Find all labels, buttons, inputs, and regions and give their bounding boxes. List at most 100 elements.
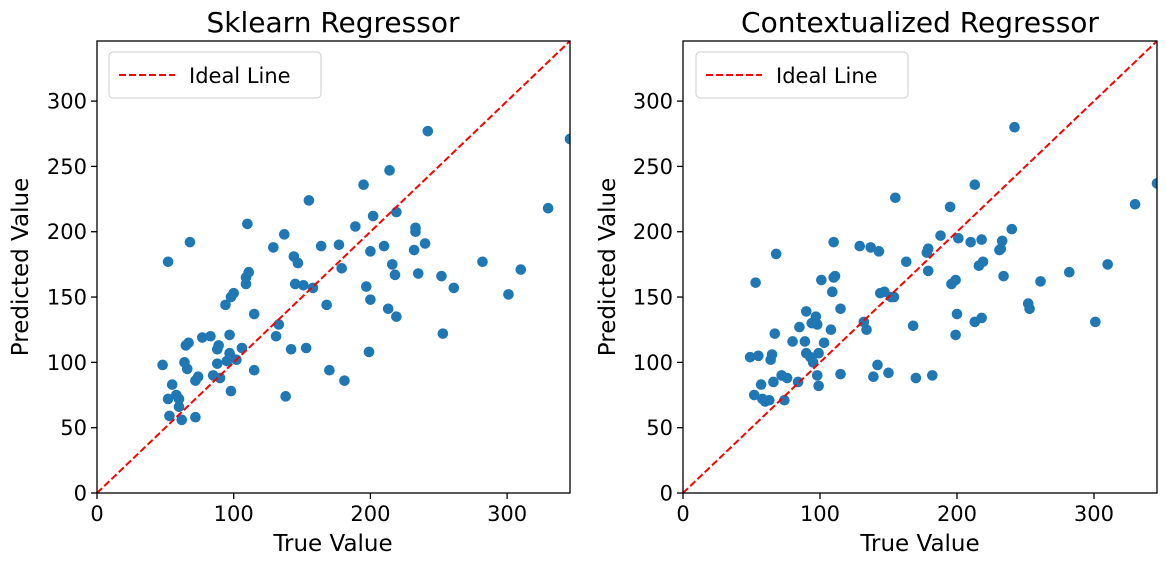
data-point bbox=[228, 287, 240, 299]
data-point bbox=[781, 372, 793, 384]
data-point bbox=[419, 238, 431, 249]
data-point bbox=[361, 281, 372, 292]
data-point bbox=[303, 195, 315, 206]
data-point bbox=[810, 311, 822, 322]
data-point bbox=[951, 308, 963, 320]
y-tick-label: 200 bbox=[633, 220, 673, 244]
legend-box bbox=[695, 51, 909, 99]
data-point bbox=[363, 346, 375, 358]
data-point bbox=[448, 282, 460, 294]
data-point bbox=[477, 256, 488, 268]
data-point bbox=[382, 303, 394, 315]
x-tick-label: 100 bbox=[214, 502, 254, 526]
data-point bbox=[410, 226, 421, 238]
data-point bbox=[770, 248, 782, 260]
data-point bbox=[205, 330, 216, 342]
data-point bbox=[755, 379, 767, 390]
data-point bbox=[280, 391, 291, 402]
data-point bbox=[1024, 303, 1035, 315]
data-point bbox=[378, 240, 390, 252]
data-point bbox=[800, 306, 812, 317]
contextualized-panel: Contextualized Regressor 0 100 200 300 0 50 10… bbox=[595, 6, 1158, 557]
data-point bbox=[315, 240, 327, 252]
data-point bbox=[764, 394, 775, 406]
data-point bbox=[503, 289, 514, 300]
x-tick-label: 300 bbox=[1074, 502, 1114, 526]
data-point bbox=[873, 246, 885, 257]
data-point bbox=[907, 320, 919, 332]
data-point bbox=[976, 312, 987, 324]
data-point bbox=[224, 329, 235, 341]
data-point bbox=[162, 256, 174, 268]
data-point bbox=[868, 371, 879, 383]
data-point bbox=[336, 263, 348, 274]
data-point bbox=[542, 202, 554, 214]
x-axis-label: True Value bbox=[859, 531, 979, 557]
data-point bbox=[437, 328, 449, 339]
data-point bbox=[358, 179, 369, 190]
data-point bbox=[944, 201, 956, 213]
data-point bbox=[927, 370, 938, 381]
data-point bbox=[827, 286, 838, 298]
data-marks bbox=[683, 41, 1157, 493]
data-point bbox=[408, 244, 420, 256]
data-point bbox=[768, 376, 779, 388]
data-point bbox=[811, 370, 823, 381]
x-tick-label: 0 bbox=[676, 502, 689, 526]
data-point bbox=[157, 359, 168, 371]
data-point bbox=[1006, 223, 1018, 235]
y-tick-label: 300 bbox=[47, 90, 87, 114]
data-point bbox=[969, 179, 981, 190]
plot-area: 0 100 200 300 0 50 100 150 200 250 300 bbox=[47, 40, 571, 526]
x-axis-label: True Value bbox=[272, 531, 392, 557]
chart-title: Contextualized Regressor bbox=[741, 6, 1099, 39]
data-point bbox=[268, 242, 279, 253]
data-point bbox=[835, 303, 846, 315]
legend-box bbox=[108, 51, 322, 99]
data-point bbox=[300, 342, 312, 354]
data-point bbox=[1129, 198, 1141, 210]
data-point bbox=[176, 414, 188, 426]
data-point bbox=[192, 371, 204, 383]
plot-area: 0 100 200 300 0 50 100 150 200 250 300 bbox=[633, 40, 1158, 526]
data-point bbox=[213, 340, 224, 351]
data-point bbox=[799, 336, 811, 347]
data-point bbox=[212, 358, 223, 369]
chart-title: Sklearn Regressor bbox=[207, 6, 460, 39]
data-point bbox=[813, 380, 824, 392]
x-tick-label: 200 bbox=[350, 502, 390, 526]
data-point bbox=[166, 379, 178, 390]
data-point bbox=[1009, 121, 1020, 133]
data-point bbox=[196, 332, 208, 343]
data-point bbox=[289, 278, 301, 290]
y-tick-label: 150 bbox=[47, 286, 87, 310]
data-point bbox=[816, 274, 827, 286]
data-point bbox=[872, 359, 883, 371]
data-point bbox=[995, 243, 1007, 255]
data-point bbox=[811, 319, 823, 330]
data-point bbox=[181, 363, 193, 375]
data-point bbox=[184, 236, 196, 248]
data-point bbox=[248, 308, 260, 320]
data-point bbox=[162, 393, 174, 405]
y-tick-label: 250 bbox=[633, 155, 673, 179]
data-point bbox=[753, 350, 764, 362]
data-point bbox=[389, 269, 401, 281]
data-point bbox=[436, 270, 447, 282]
data-point bbox=[173, 401, 185, 413]
data-point bbox=[350, 221, 361, 232]
data-point bbox=[825, 324, 837, 336]
plot-frame bbox=[96, 40, 571, 494]
data-point bbox=[285, 344, 297, 355]
data-point bbox=[422, 125, 434, 137]
data-point bbox=[888, 291, 900, 303]
y-tick-label: 0 bbox=[660, 482, 673, 506]
data-point bbox=[365, 294, 376, 305]
data-point bbox=[818, 337, 830, 349]
data-point bbox=[965, 236, 976, 248]
data-point bbox=[391, 311, 402, 322]
data-point bbox=[1090, 316, 1101, 328]
data-point bbox=[273, 319, 285, 330]
data-point bbox=[748, 389, 760, 401]
